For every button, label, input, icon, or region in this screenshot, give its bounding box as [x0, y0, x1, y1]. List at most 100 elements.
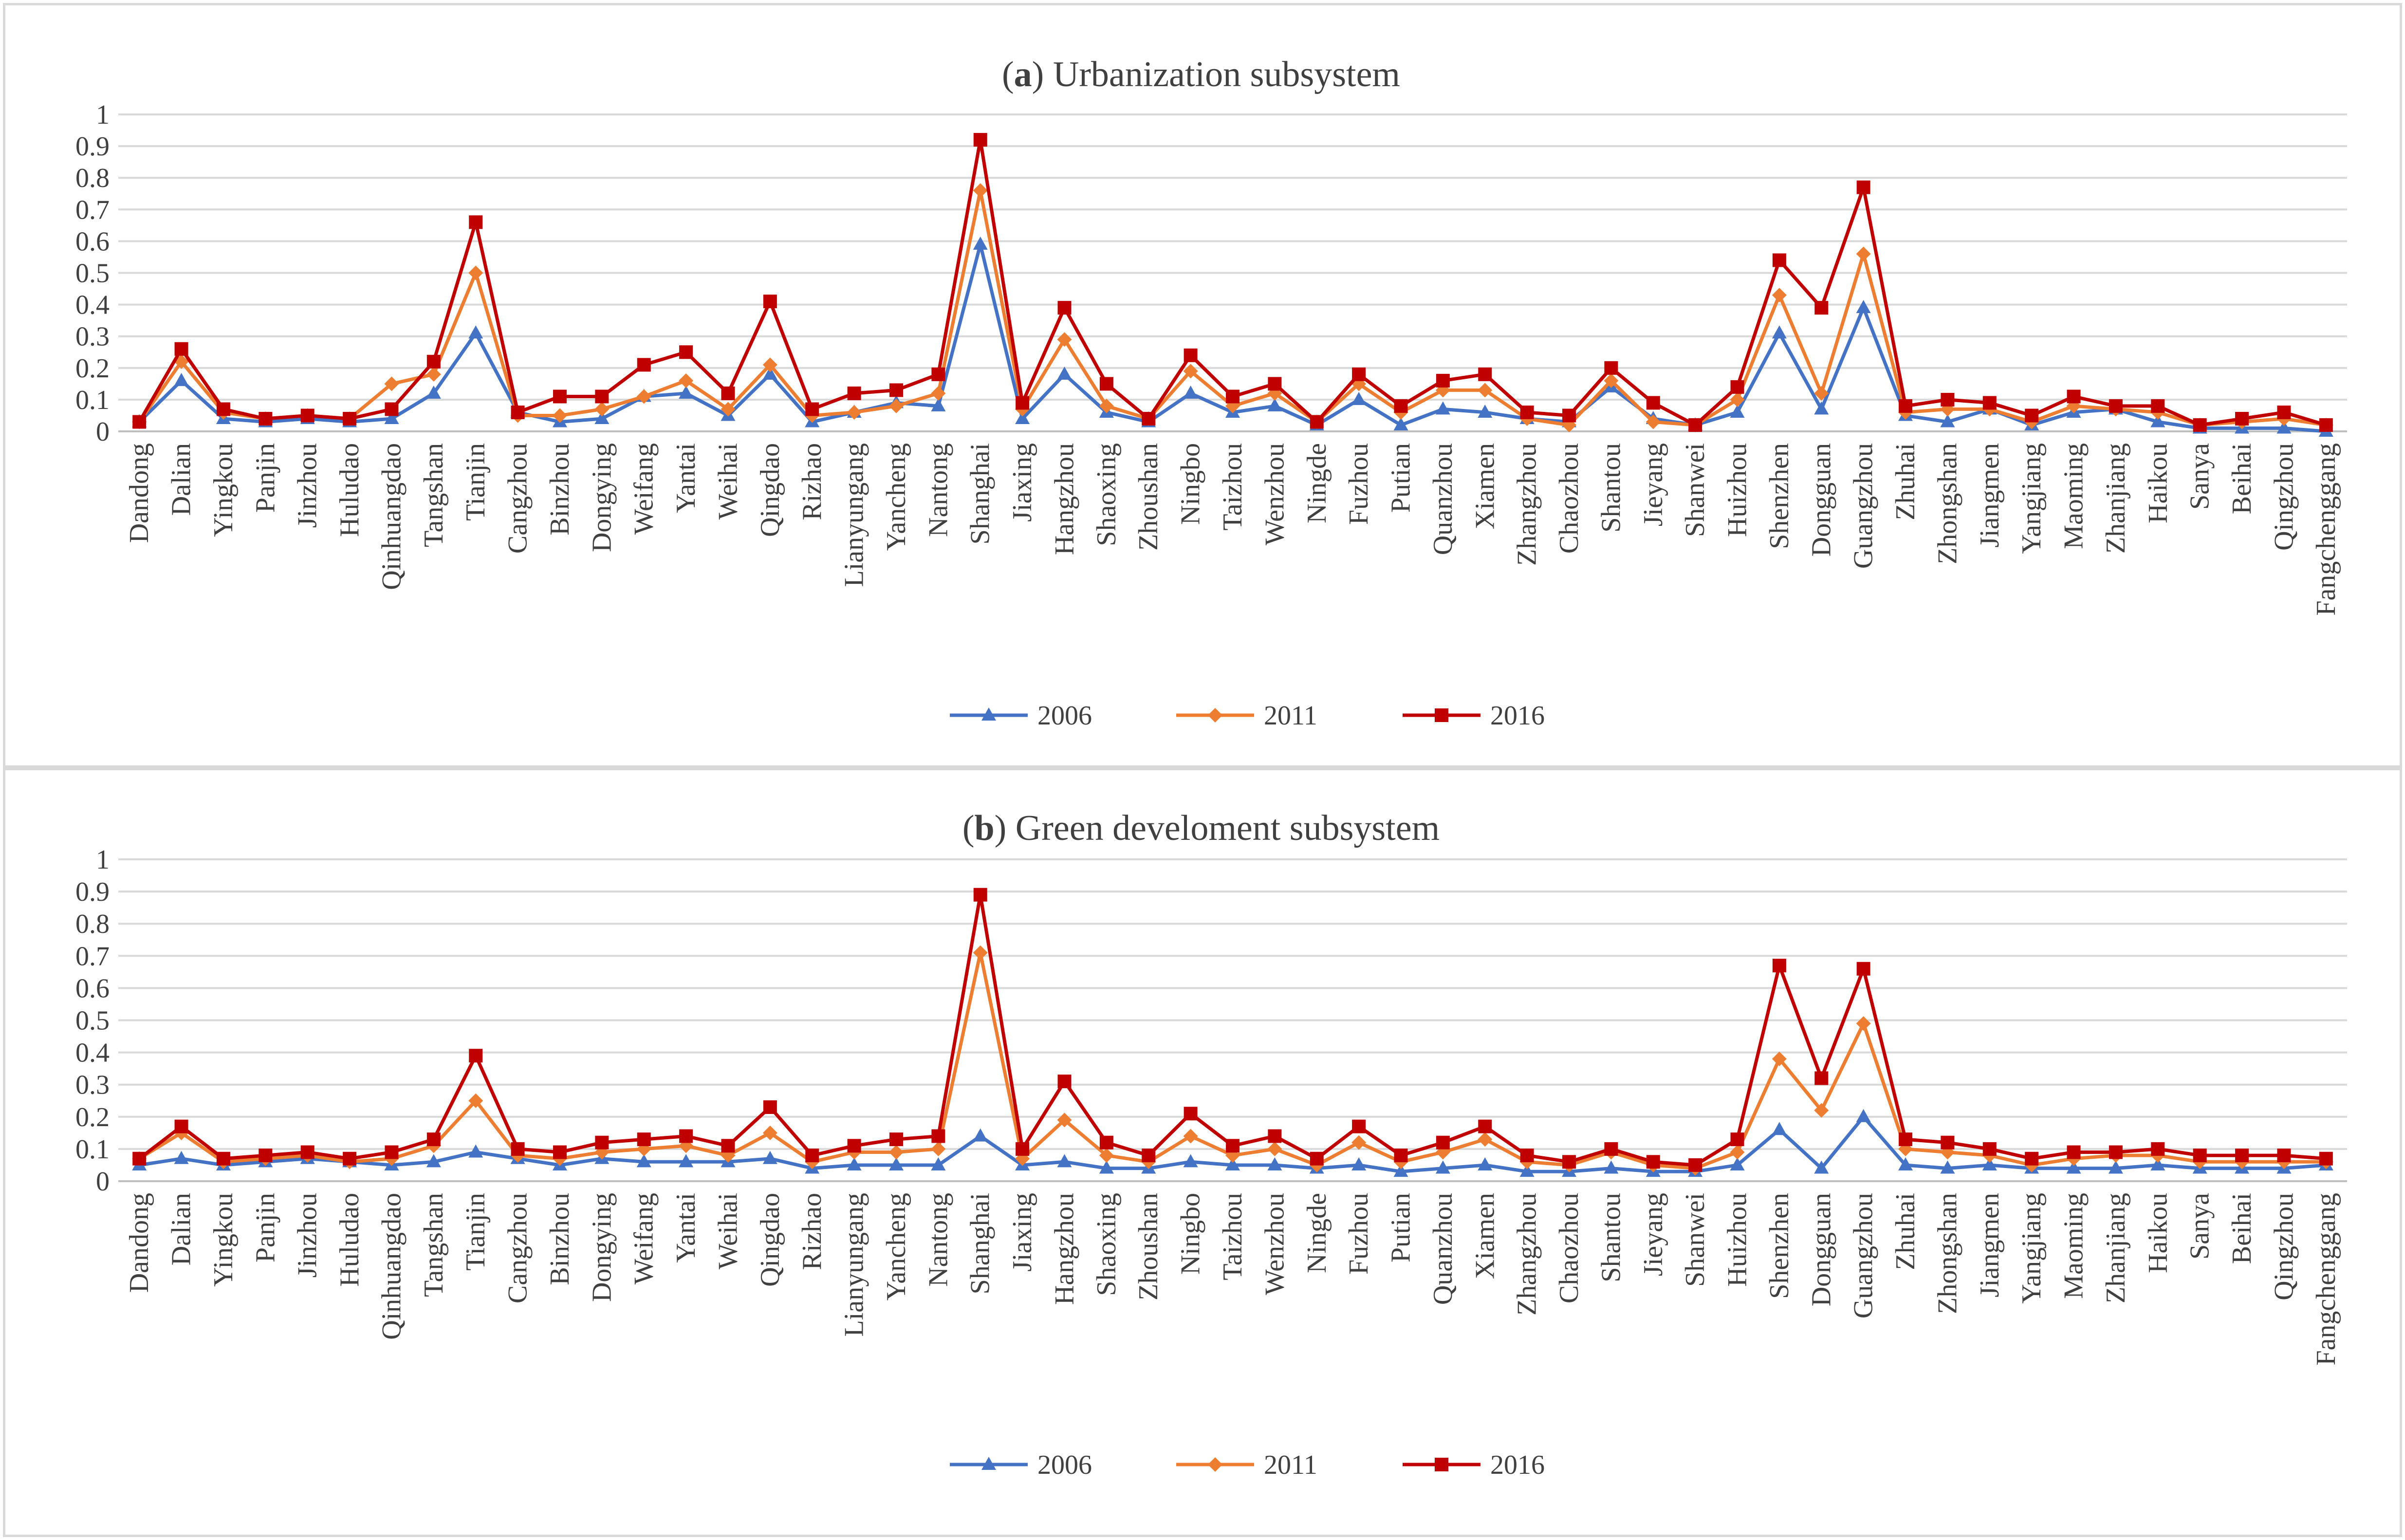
x-tick-label: Yangjiang	[2016, 1193, 2047, 1304]
data-point	[384, 410, 399, 424]
x-tick-label: Zhuhai	[1890, 443, 1921, 520]
x-tick-label: Tianjin	[461, 443, 491, 521]
x-tick-label: Jiangmen	[1975, 1193, 2005, 1298]
x-axis-categories: Dandong Dalian Yingkou Panjin Jinzhou Huludao…	[124, 1193, 2341, 1366]
data-point	[553, 390, 567, 404]
data-point	[1183, 1129, 1198, 1144]
legend: 2006 2011 2016	[950, 701, 1545, 731]
y-tick-label: 0.3	[75, 1070, 110, 1100]
data-point	[468, 265, 483, 280]
x-tick-label: Putian	[1386, 1193, 1416, 1262]
data-point	[2235, 411, 2249, 426]
data-point	[1856, 1016, 1871, 1031]
data-point	[1730, 404, 1745, 418]
data-point	[1772, 1051, 1787, 1066]
data-point	[847, 1157, 862, 1170]
x-tick-label: Shaoxing	[1092, 1193, 1122, 1296]
series-line-2016	[138, 138, 2327, 427]
chart-title: (a) Urbanization subsystem	[1002, 55, 1400, 94]
data-point	[1604, 1142, 1618, 1156]
y-tick-label: 0.8	[75, 163, 110, 193]
data-point	[1814, 1160, 1829, 1174]
data-point	[1183, 1154, 1198, 1168]
legend-label-2006: 2006	[1037, 701, 1092, 731]
data-point	[1393, 1164, 1408, 1177]
data-point	[426, 1154, 441, 1168]
data-point	[1520, 405, 1534, 419]
x-tick-label: Fangchenggang	[2311, 443, 2341, 616]
data-point	[888, 398, 904, 413]
data-point	[721, 402, 736, 417]
data-point	[1646, 414, 1661, 429]
data-point	[679, 1154, 694, 1168]
data-point	[1478, 367, 1492, 381]
x-tick-label: Huludao	[334, 1193, 365, 1287]
data-point	[1856, 1109, 1871, 1122]
x-tick-label: Shenzhen	[1764, 443, 1794, 549]
data-point	[426, 385, 441, 399]
data-point	[174, 372, 189, 386]
x-tick-label: Taizhou	[1218, 1193, 1248, 1280]
x-tick-label: Zhangzhou	[1512, 443, 1542, 566]
x-tick-label: Yangjiang	[2016, 443, 2047, 554]
y-axis-ticks: 00.10.20.30.40.50.60.70.80.91	[75, 845, 110, 1197]
data-point	[174, 1119, 188, 1133]
data-point	[1015, 410, 1030, 424]
data-point	[1183, 364, 1198, 379]
legend: 2006 2011 2016	[950, 1450, 1545, 1480]
data-point	[1730, 1157, 1745, 1170]
data-point	[1394, 1149, 1408, 1163]
data-point	[1268, 1129, 1282, 1143]
data-point	[1183, 385, 1198, 399]
data-point	[1184, 348, 1198, 362]
data-point	[636, 1154, 651, 1168]
data-point	[384, 376, 399, 391]
x-tick-label: Zhuhai	[1890, 1193, 1921, 1270]
data-point	[595, 390, 609, 404]
data-point	[1562, 1155, 1576, 1169]
data-point	[2067, 390, 2081, 404]
data-point	[1310, 415, 1324, 429]
x-tick-label: Qingzhou	[2269, 1193, 2299, 1300]
data-point	[2108, 1160, 2123, 1174]
data-point	[2109, 1145, 2123, 1159]
data-point	[2150, 1157, 2165, 1170]
x-tick-label: Maoming	[2059, 1193, 2089, 1299]
y-tick-label: 0.5	[75, 1006, 110, 1036]
x-tick-label: Binzhou	[545, 1193, 575, 1285]
x-tick-label: Zhanjiang	[2101, 1193, 2131, 1303]
y-tick-label: 0.4	[75, 290, 110, 320]
x-tick-label: Yancheng	[881, 1193, 911, 1300]
data-point	[2151, 399, 2165, 413]
x-tick-label: Shanwei	[1680, 1193, 1710, 1287]
data-point	[973, 1128, 988, 1142]
data-point	[1856, 962, 1870, 976]
data-point	[931, 367, 945, 381]
data-point	[973, 133, 987, 147]
data-point	[259, 1149, 273, 1163]
data-point	[1478, 404, 1493, 418]
data-point	[343, 1151, 357, 1166]
data-point	[1225, 1157, 1240, 1170]
x-tick-label: Nantong	[923, 1193, 953, 1287]
data-point	[889, 1132, 903, 1147]
data-point	[1856, 180, 1870, 194]
data-point	[469, 1049, 483, 1063]
data-point	[762, 357, 777, 372]
x-tick-label: Fuzhou	[1344, 443, 1374, 525]
data-point	[216, 402, 230, 416]
y-tick-label: 0.5	[75, 259, 110, 289]
data-point	[931, 1141, 946, 1156]
x-tick-label: Shanghai	[965, 443, 996, 544]
data-point	[1436, 373, 1450, 388]
x-tick-label: Maoming	[2059, 443, 2089, 549]
y-tick-label: 0.3	[75, 322, 110, 352]
x-tick-label: Dalian	[166, 443, 197, 516]
series-line-2016	[138, 893, 2327, 1167]
urbanization-chart-panel: (a) Urbanization subsystem 0 0.1 0.2 0.3 0.4…	[3, 3, 2402, 768]
x-tick-label: Qinhuangdao	[376, 443, 407, 590]
data-point	[1899, 1132, 1913, 1147]
data-point	[1184, 1107, 1198, 1121]
x-tick-label: Sanya	[2185, 1193, 2215, 1260]
data-point	[1057, 366, 1072, 380]
